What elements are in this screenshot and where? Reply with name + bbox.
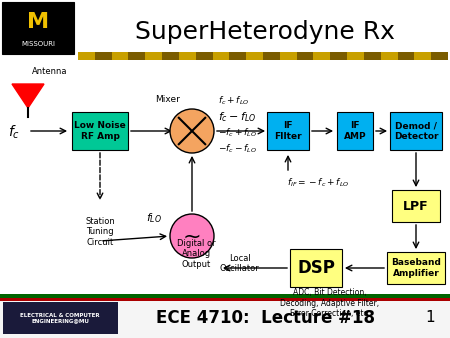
Bar — [246, 52, 263, 60]
Bar — [212, 52, 230, 60]
Bar — [2, 2, 74, 54]
Bar — [414, 52, 431, 60]
Bar — [267, 112, 309, 150]
Text: Baseband
Amplifier: Baseband Amplifier — [391, 258, 441, 278]
Polygon shape — [12, 84, 44, 108]
Bar — [280, 52, 297, 60]
Bar — [290, 249, 342, 287]
Bar — [3, 302, 118, 334]
Text: Digital or
Analog
Output: Digital or Analog Output — [177, 239, 215, 269]
Bar — [387, 252, 445, 284]
Bar — [390, 112, 442, 150]
Text: $f_{IF} = -f_c+f_{LO}$: $f_{IF} = -f_c+f_{LO}$ — [287, 177, 349, 189]
Bar — [381, 52, 397, 60]
Circle shape — [170, 109, 214, 153]
Bar — [72, 112, 128, 150]
Text: LPF: LPF — [403, 199, 429, 213]
Text: ~: ~ — [183, 227, 201, 247]
Bar — [78, 52, 95, 60]
Bar — [145, 52, 162, 60]
Bar — [397, 52, 414, 60]
Bar — [431, 52, 448, 60]
Text: Mixer: Mixer — [155, 95, 180, 104]
Bar — [95, 52, 112, 60]
Text: 1: 1 — [425, 311, 435, 325]
Bar — [0, 298, 450, 301]
Text: ADC, Bit Detection,
Decoding, Adaptive Filter,
Error Correction, etc.: ADC, Bit Detection, Decoding, Adaptive F… — [280, 288, 379, 318]
Bar — [112, 52, 128, 60]
Text: MISSOURI: MISSOURI — [21, 41, 55, 47]
Text: ELECTRICAL & COMPUTER
ENGINEERING@ΜU: ELECTRICAL & COMPUTER ENGINEERING@ΜU — [20, 313, 100, 323]
Bar — [347, 52, 364, 60]
Text: Low Noise
RF Amp: Low Noise RF Amp — [74, 121, 126, 141]
Bar — [0, 294, 450, 298]
Bar — [0, 294, 450, 338]
Text: DSP: DSP — [297, 259, 335, 277]
Bar — [179, 52, 196, 60]
Text: $f_c+f_{LO}$: $f_c+f_{LO}$ — [218, 95, 249, 107]
Text: $f_c-f_{LO}$: $f_c-f_{LO}$ — [218, 110, 256, 124]
Bar — [330, 52, 347, 60]
Bar — [162, 52, 179, 60]
Text: ECE 4710:  Lecture #18: ECE 4710: Lecture #18 — [156, 309, 374, 327]
Bar — [196, 52, 212, 60]
Bar — [364, 52, 381, 60]
Bar — [128, 52, 145, 60]
Text: $f_{LO}$: $f_{LO}$ — [146, 211, 162, 225]
Text: Demod /
Detector: Demod / Detector — [394, 121, 438, 141]
Text: IF
FIlter: IF FIlter — [274, 121, 302, 141]
Text: $-f_c+f_{LO}$: $-f_c+f_{LO}$ — [218, 127, 257, 139]
Text: Station
Tuning
Circuit: Station Tuning Circuit — [85, 217, 115, 247]
Bar — [230, 52, 246, 60]
Text: Antenna: Antenna — [32, 67, 68, 76]
Text: M: M — [27, 12, 49, 32]
Text: SuperHeterodyne Rx: SuperHeterodyne Rx — [135, 20, 395, 44]
Text: $f_c$: $f_c$ — [8, 123, 20, 141]
Text: $-f_c-f_{LO}$: $-f_c-f_{LO}$ — [218, 143, 257, 155]
Bar — [314, 52, 330, 60]
Bar — [263, 52, 280, 60]
Text: Local
Oscillator: Local Oscillator — [220, 254, 260, 273]
Bar — [297, 52, 314, 60]
Text: IF
AMP: IF AMP — [344, 121, 366, 141]
Bar — [392, 190, 440, 222]
Bar — [337, 112, 373, 150]
Circle shape — [170, 214, 214, 258]
